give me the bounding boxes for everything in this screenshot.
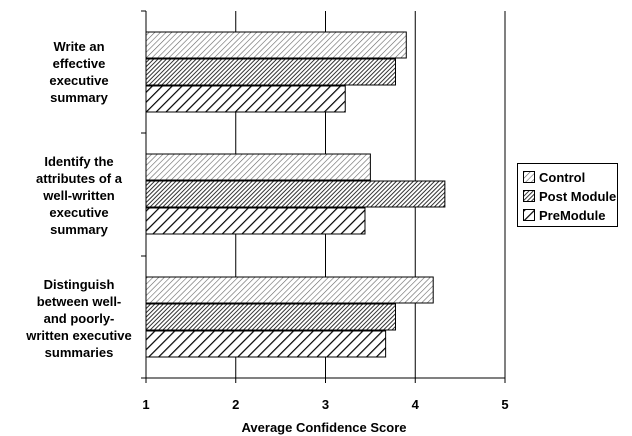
legend: Control Post Module PreModule (517, 163, 618, 227)
bars (145, 31, 446, 358)
category-label-line: Distinguish (43, 276, 115, 292)
legend-swatch-premodule (523, 209, 535, 221)
category-label-line: Write an (53, 39, 105, 54)
legend-label-premodule: PreModule (539, 207, 606, 223)
category-label-line: summary (50, 90, 108, 105)
category-label-line: well-written (43, 187, 115, 203)
category-label-line: written executive (26, 327, 132, 343)
bar-control (145, 31, 407, 59)
category-label-line: and poorly- (43, 310, 115, 326)
category-label-line: executive (49, 73, 109, 88)
bar-control (145, 276, 434, 304)
x-tick-label: 5 (501, 397, 508, 412)
bar-post-module (145, 303, 397, 331)
category-label-line: summaries (44, 344, 114, 360)
bar-control (145, 153, 371, 181)
axes (141, 10, 506, 383)
category-label-line: attributes of a (36, 170, 122, 186)
legend-item-post-module: Post Module (523, 188, 616, 204)
category-label-line: executive (49, 204, 109, 220)
category-label: Distinguish between well-and poorly-writt… (18, 276, 140, 361)
legend-item-premodule: PreModule (523, 207, 605, 223)
x-axis-title: Average Confidence Score (242, 420, 407, 435)
x-tick-label: 3 (322, 397, 329, 412)
category-label: Write an effective executive summary (18, 38, 140, 106)
legend-label-post-module: Post Module (539, 188, 617, 204)
bar-premodule (145, 85, 346, 113)
category-label-line: Identify the (44, 153, 114, 169)
legend-swatch-post-module (523, 190, 535, 202)
category-label-line: summary (50, 221, 108, 237)
bar-post-module (145, 58, 397, 86)
x-tick-labels: 1 2 3 4 5 (142, 397, 508, 412)
legend-item-control: Control (523, 169, 585, 185)
x-tick-label: 4 (412, 397, 420, 412)
category-label-line: effective (52, 56, 106, 71)
x-tick-label: 2 (232, 397, 239, 412)
bar-premodule (145, 330, 387, 358)
category-label-line: between well- (36, 293, 122, 309)
legend-swatch-control (523, 171, 535, 183)
legend-label-control: Control (539, 169, 586, 185)
bar-post-module (145, 180, 446, 208)
bar-premodule (145, 207, 366, 235)
category-label: Identify the attributes of a well-written e… (18, 153, 140, 238)
x-tick-label: 1 (142, 397, 149, 412)
